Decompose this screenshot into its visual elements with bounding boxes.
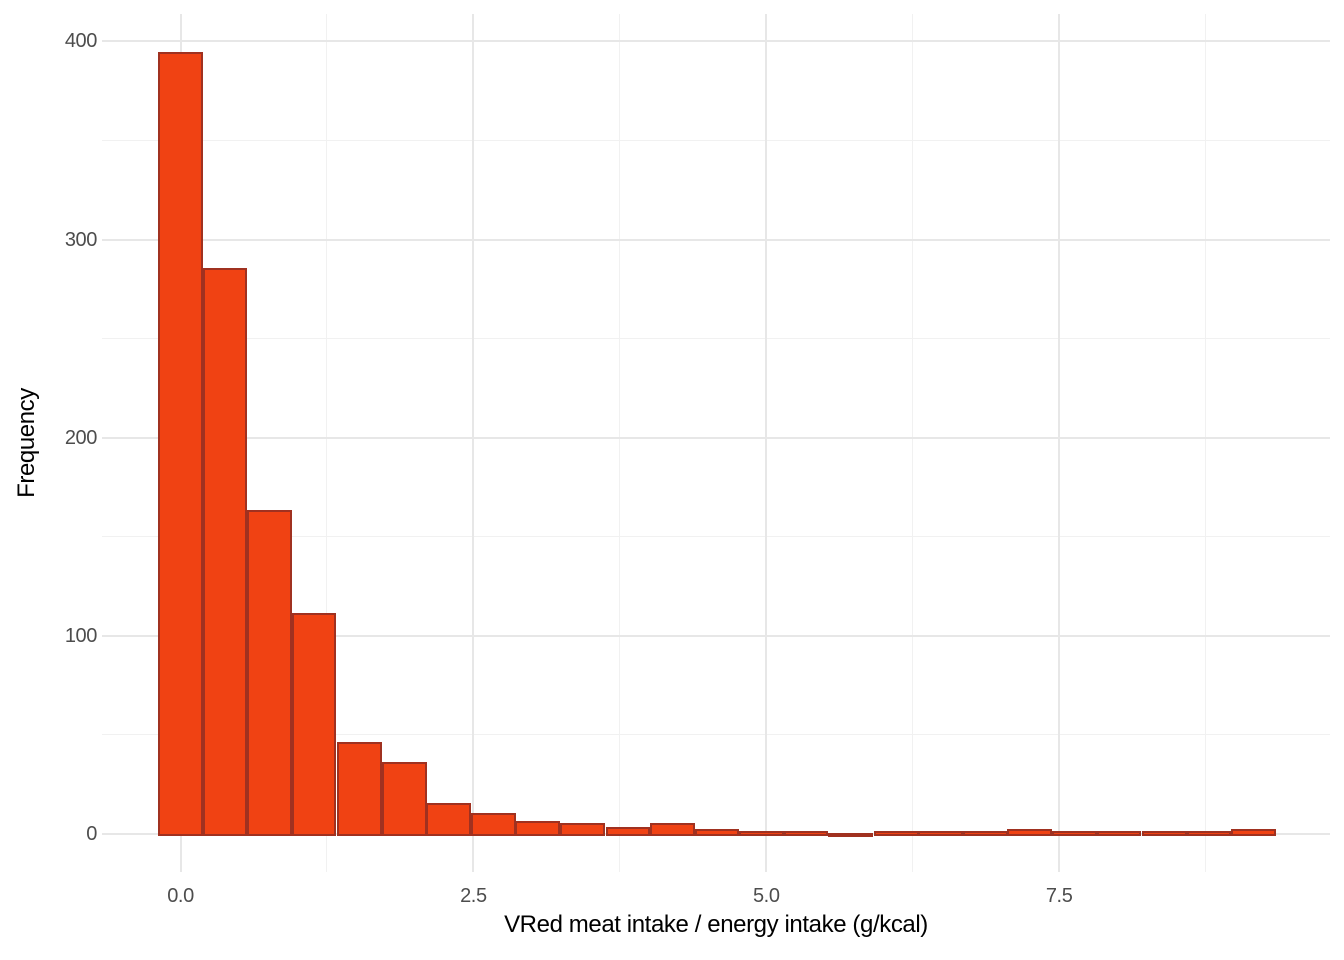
- histogram-bar: [515, 821, 561, 836]
- histogram-bar: [158, 52, 203, 836]
- gridline-minor-h: [102, 338, 1330, 340]
- y-tick-label: 300: [64, 228, 98, 251]
- histogram-bar: [739, 831, 784, 836]
- histogram-bar: [1186, 831, 1232, 836]
- histogram-bar: [918, 831, 964, 836]
- histogram-bar: [1052, 831, 1097, 836]
- histogram-bar: [426, 803, 472, 836]
- histogram-bar: [470, 813, 516, 836]
- histogram-bar: [650, 823, 695, 836]
- histogram-bar: [381, 761, 427, 836]
- gridline-minor-v: [1205, 14, 1207, 872]
- histogram-bar: [828, 833, 873, 837]
- histogram-bar: [559, 823, 605, 836]
- y-tick-label: 0: [86, 823, 97, 845]
- gridline-major-h: [102, 634, 1330, 637]
- gridline-major-h: [102, 436, 1330, 439]
- gridline-minor-h: [102, 734, 1330, 736]
- chart-panel: [102, 14, 1330, 872]
- histogram-bar: [873, 831, 919, 836]
- histogram-bar: [1096, 831, 1142, 836]
- x-tick-label: 2.5: [460, 885, 487, 907]
- histogram-bar: [962, 831, 1008, 836]
- histogram-bar: [783, 831, 829, 836]
- y-tick-label: 400: [64, 30, 98, 53]
- gridline-minor-v: [912, 14, 914, 872]
- x-axis-title: VRed meat intake / energy intake (g/kcal…: [504, 911, 928, 938]
- gridline-minor-h: [102, 139, 1330, 141]
- x-tick-label: 0.0: [167, 885, 194, 907]
- gridline-major-h: [102, 40, 1330, 43]
- gridline-major-v: [765, 14, 768, 872]
- gridline-major-h: [102, 238, 1330, 241]
- histogram-bar: [291, 613, 337, 836]
- histogram-bar: [1007, 829, 1053, 836]
- histogram-bar: [694, 829, 740, 836]
- x-tick-label: 7.5: [1045, 885, 1073, 907]
- y-tick-label: 200: [64, 426, 98, 449]
- histogram-bar: [202, 268, 248, 836]
- gridline-minor-h: [102, 536, 1330, 538]
- y-tick-label: 100: [64, 624, 98, 647]
- histogram-bar: [605, 827, 651, 836]
- gridline-minor-v: [619, 14, 621, 872]
- histogram-bar: [337, 741, 383, 836]
- gridline-minor-v: [326, 14, 328, 872]
- x-tick-label: 5.0: [752, 885, 780, 907]
- histogram-bar: [1142, 831, 1187, 836]
- histogram-bar: [247, 510, 292, 836]
- gridline-major-v: [472, 14, 475, 872]
- histogram-bar: [1231, 829, 1276, 836]
- gridline-major-v: [1058, 14, 1061, 872]
